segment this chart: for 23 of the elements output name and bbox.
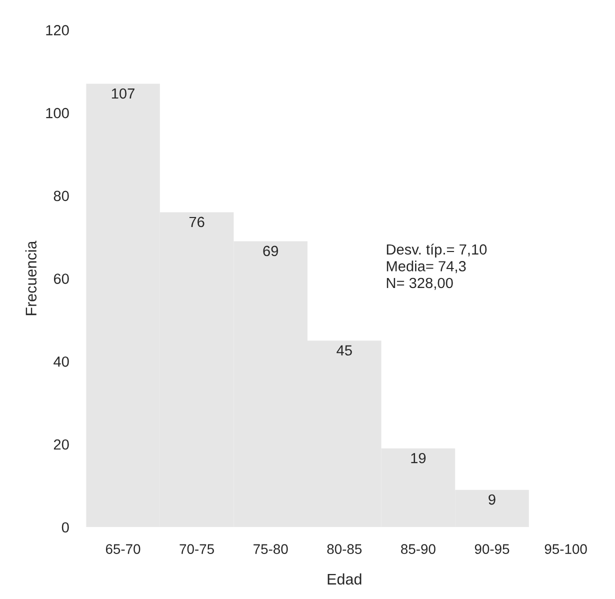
data-label: 76	[189, 216, 204, 228]
y-tick-label: 0	[62, 522, 69, 533]
x-tick-label: 80-85	[327, 544, 362, 554]
x-tick-label: 85-90	[401, 544, 436, 554]
x-axis-title: Edad	[328, 573, 362, 585]
x-tick-label: 90-95	[474, 544, 510, 554]
y-axis-title: Frecuencia	[25, 240, 37, 316]
x-tick-label: 95-100	[544, 544, 587, 554]
x-tick-label: 75-80	[254, 544, 288, 554]
y-tick-label: 60	[54, 274, 69, 284]
data-label: 45	[336, 345, 352, 356]
y-tick-label: 120	[46, 25, 69, 36]
data-label: 69	[263, 246, 278, 256]
x-tick-label: 70-75	[180, 544, 214, 554]
x-tick-label: 65-70	[106, 544, 140, 554]
data-label: 19	[411, 452, 426, 464]
y-tick-label: 20	[54, 439, 69, 450]
y-tick-label: 100	[46, 108, 69, 118]
y-tick-label: 80	[54, 190, 69, 202]
y-tick-label: 40	[54, 356, 69, 367]
data-label: 9	[488, 494, 496, 505]
data-label: 107	[112, 88, 134, 99]
annotation: Desv. típ.= 7,10 Media= 74,3 N= 328,00	[386, 244, 487, 290]
